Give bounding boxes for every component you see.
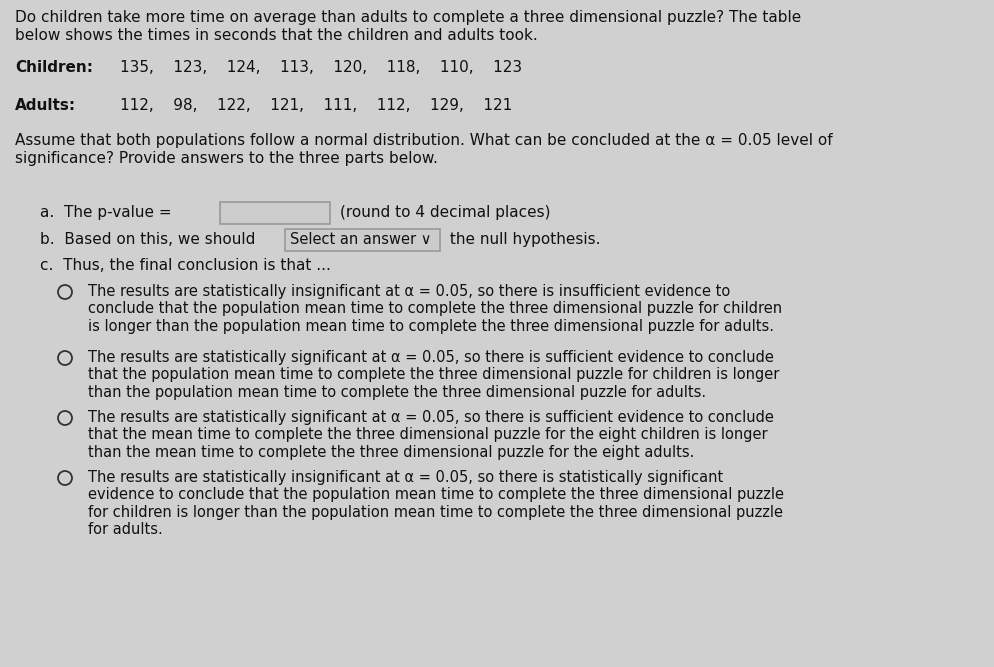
Text: that the mean time to complete the three dimensional puzzle for the eight childr: that the mean time to complete the three… [87, 428, 766, 442]
Text: The results are statistically insignificant at α = 0.05, so there is statistical: The results are statistically insignific… [87, 470, 723, 485]
FancyBboxPatch shape [284, 229, 439, 251]
Text: than the population mean time to complete the three dimensional puzzle for adult: than the population mean time to complet… [87, 385, 706, 400]
Text: 135,    123,    124,    113,    120,    118,    110,    123: 135, 123, 124, 113, 120, 118, 110, 123 [120, 60, 522, 75]
Text: evidence to conclude that the population mean time to complete the three dimensi: evidence to conclude that the population… [87, 488, 783, 502]
Text: Children:: Children: [15, 60, 92, 75]
Text: Do children take more time on average than adults to complete a three dimensiona: Do children take more time on average th… [15, 10, 800, 25]
Text: Assume that both populations follow a normal distribution. What can be concluded: Assume that both populations follow a no… [15, 133, 832, 148]
Text: b.  Based on this, we should: b. Based on this, we should [40, 232, 260, 247]
Text: is longer than the population mean time to complete the three dimensional puzzle: is longer than the population mean time … [87, 319, 773, 334]
FancyBboxPatch shape [220, 202, 330, 224]
Text: for adults.: for adults. [87, 522, 163, 538]
Text: a.  The p-value =: a. The p-value = [40, 205, 176, 220]
Text: for children is longer than the population mean time to complete the three dimen: for children is longer than the populati… [87, 505, 782, 520]
Text: the null hypothesis.: the null hypothesis. [444, 232, 600, 247]
Text: The results are statistically significant at α = 0.05, so there is sufficient ev: The results are statistically significan… [87, 410, 773, 425]
Text: significance? Provide answers to the three parts below.: significance? Provide answers to the thr… [15, 151, 437, 166]
Text: Select an answer ∨: Select an answer ∨ [289, 233, 431, 247]
Text: (round to 4 decimal places): (round to 4 decimal places) [340, 205, 550, 220]
Text: The results are statistically significant at α = 0.05, so there is sufficient ev: The results are statistically significan… [87, 350, 773, 365]
Text: below shows the times in seconds that the children and adults took.: below shows the times in seconds that th… [15, 28, 537, 43]
Text: The results are statistically insignificant at α = 0.05, so there is insufficien: The results are statistically insignific… [87, 284, 730, 299]
Text: c.  Thus, the final conclusion is that ...: c. Thus, the final conclusion is that ..… [40, 258, 331, 273]
Text: conclude that the population mean time to complete the three dimensional puzzle : conclude that the population mean time t… [87, 301, 781, 317]
Text: that the population mean time to complete the three dimensional puzzle for child: that the population mean time to complet… [87, 368, 778, 382]
Text: Adults:: Adults: [15, 98, 77, 113]
Text: 112,    98,    122,    121,    111,    112,    129,    121: 112, 98, 122, 121, 111, 112, 129, 121 [120, 98, 512, 113]
Text: than the mean time to complete the three dimensional puzzle for the eight adults: than the mean time to complete the three… [87, 445, 694, 460]
